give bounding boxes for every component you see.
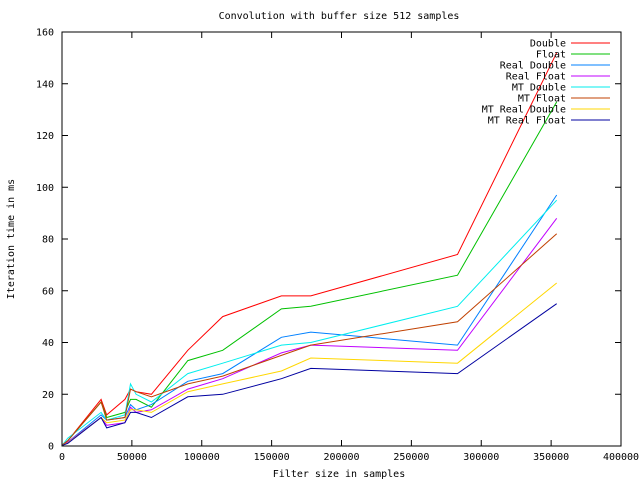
x-tick-label: 300000 [463, 452, 499, 463]
y-tick-label: 20 [42, 390, 54, 401]
y-tick-label: 140 [36, 79, 54, 90]
legend-label-float: Float [536, 50, 566, 61]
chart-title: Convolution with buffer size 512 samples [219, 11, 460, 22]
x-tick-label: 400000 [603, 452, 639, 463]
legend-label-real-double: Real Double [500, 61, 566, 72]
legend-label-mt-float: MT Float [518, 94, 566, 105]
legend-label-real-float: Real Float [506, 72, 566, 83]
x-tick-label: 350000 [533, 452, 569, 463]
legend-label-mt-double: MT Double [512, 83, 566, 94]
series-line-real-float [62, 217, 558, 446]
x-tick-label: 0 [59, 452, 65, 463]
y-tick-label: 0 [48, 442, 54, 453]
series-line-mt-real-float [62, 303, 557, 446]
series-line-mt-double [62, 199, 558, 446]
x-tick-label: 200000 [323, 452, 359, 463]
y-tick-label: 100 [36, 183, 54, 194]
x-tick-label: 50000 [117, 452, 147, 463]
y-axis-label: Iteration time in ms [6, 179, 17, 299]
series-line-real-double [62, 194, 558, 446]
x-tick-label: 250000 [393, 452, 429, 463]
axis-ticks: 0 50000 100000 150000 200000 250000 300000 3500… [36, 28, 639, 464]
y-tick-label: 40 [42, 338, 54, 349]
legend-label-mt-real-float: MT Real Float [488, 116, 566, 127]
legend-label-double: Double [530, 39, 566, 50]
legend-label-mt-real-double: MT Real Double [482, 105, 566, 116]
x-tick-label: 100000 [184, 452, 220, 463]
series-line-float [62, 101, 558, 446]
x-tick-label: 150000 [254, 452, 290, 463]
x-axis-label: Filter size in samples [273, 469, 405, 480]
series-line-double [62, 52, 558, 446]
y-tick-label: 60 [42, 286, 54, 297]
y-tick-label: 160 [36, 28, 54, 39]
y-tick-label: 80 [42, 235, 54, 246]
series-line-mt-float [62, 233, 558, 446]
y-tick-label: 120 [36, 131, 54, 142]
series-lines [62, 52, 558, 446]
